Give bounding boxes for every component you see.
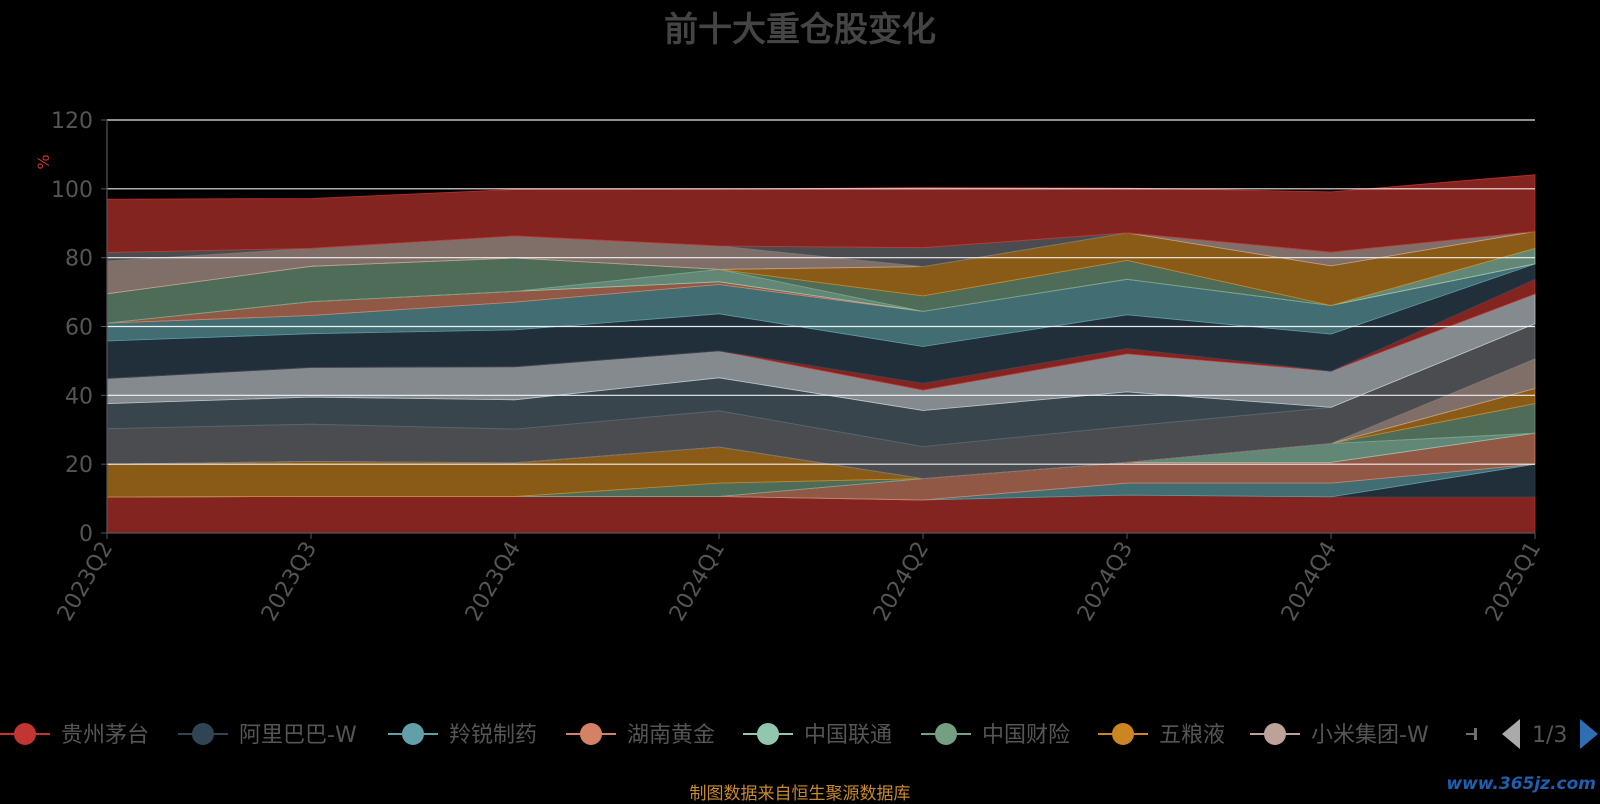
legend-marker xyxy=(1112,723,1134,745)
y-tick-label-6: 120 xyxy=(51,109,93,134)
x-tick-label-0: 2023Q2 xyxy=(53,538,118,626)
legend-page-indicator: 1/3 xyxy=(1532,723,1567,748)
y-axis-label: % xyxy=(34,154,53,169)
legend-marker xyxy=(14,723,36,745)
legend-item-0[interactable]: 贵州茅台 xyxy=(0,723,149,748)
chart-title: 前十大重仓股变化 xyxy=(664,10,936,50)
legend: 贵州茅台 阿里巴巴-W 羚锐制药 湖南黄金 中国联通 中国财险 五粮液 小米集团-W 1/3 xyxy=(0,719,1598,749)
legend-item-6[interactable]: 五粮液 xyxy=(1098,723,1225,748)
legend-item-next-partial[interactable] xyxy=(1466,728,1477,740)
x-tick-label-1: 2023Q3 xyxy=(257,538,322,626)
legend-marker xyxy=(1264,723,1286,745)
legend-label: 阿里巴巴-W xyxy=(239,723,357,748)
legend-marker xyxy=(1474,728,1477,740)
watermark: www.365jz.com xyxy=(1446,774,1596,794)
legend-item-2[interactable]: 羚锐制药 xyxy=(388,723,537,748)
legend-item-3[interactable]: 湖南黄金 xyxy=(566,723,715,748)
y-tick-label-4: 80 xyxy=(65,247,93,272)
legend-marker xyxy=(402,723,424,745)
y-tick-label-1: 20 xyxy=(65,453,93,478)
x-tick-label-5: 2024Q3 xyxy=(1073,538,1138,626)
legend-marker xyxy=(935,723,957,745)
legend-next-page-icon[interactable] xyxy=(1580,719,1598,749)
area-series-0 xyxy=(106,494,1536,534)
legend-prev-page-icon[interactable] xyxy=(1502,719,1520,749)
source-note: 制图数据来自恒生聚源数据库 xyxy=(689,784,911,804)
legend-item-5[interactable]: 中国财险 xyxy=(921,723,1070,748)
area-series-20 xyxy=(106,174,1536,253)
x-tick-label-3: 2024Q1 xyxy=(665,538,730,626)
x-tick-label-7: 2025Q1 xyxy=(1481,538,1546,626)
y-tick-label-0: 0 xyxy=(79,522,93,547)
legend-label: 羚锐制药 xyxy=(449,723,537,748)
legend-label: 五粮液 xyxy=(1159,723,1225,748)
legend-label: 贵州茅台 xyxy=(61,723,149,748)
y-tick-label-5: 100 xyxy=(51,178,93,203)
area-layer xyxy=(106,174,1536,534)
legend-marker xyxy=(580,723,602,745)
y-tick-label-2: 40 xyxy=(65,384,93,409)
legend-label: 湖南黄金 xyxy=(627,723,715,748)
x-tick-label-4: 2024Q2 xyxy=(869,538,934,626)
legend-label: 小米集团-W xyxy=(1311,723,1429,748)
legend-item-4[interactable]: 中国联通 xyxy=(743,723,892,748)
x-tick-label-6: 2024Q4 xyxy=(1277,538,1342,626)
legend-item-1[interactable]: 阿里巴巴-W xyxy=(178,723,357,748)
x-tick-label-2: 2023Q4 xyxy=(461,538,526,626)
legend-label: 中国财险 xyxy=(982,723,1070,748)
legend-marker xyxy=(757,723,779,745)
grid-layer xyxy=(107,119,1535,465)
legend-marker xyxy=(192,723,214,745)
legend-label: 中国联通 xyxy=(804,723,892,748)
legend-item-7[interactable]: 小米集团-W xyxy=(1250,723,1429,748)
y-tick-label-3: 60 xyxy=(65,316,93,341)
